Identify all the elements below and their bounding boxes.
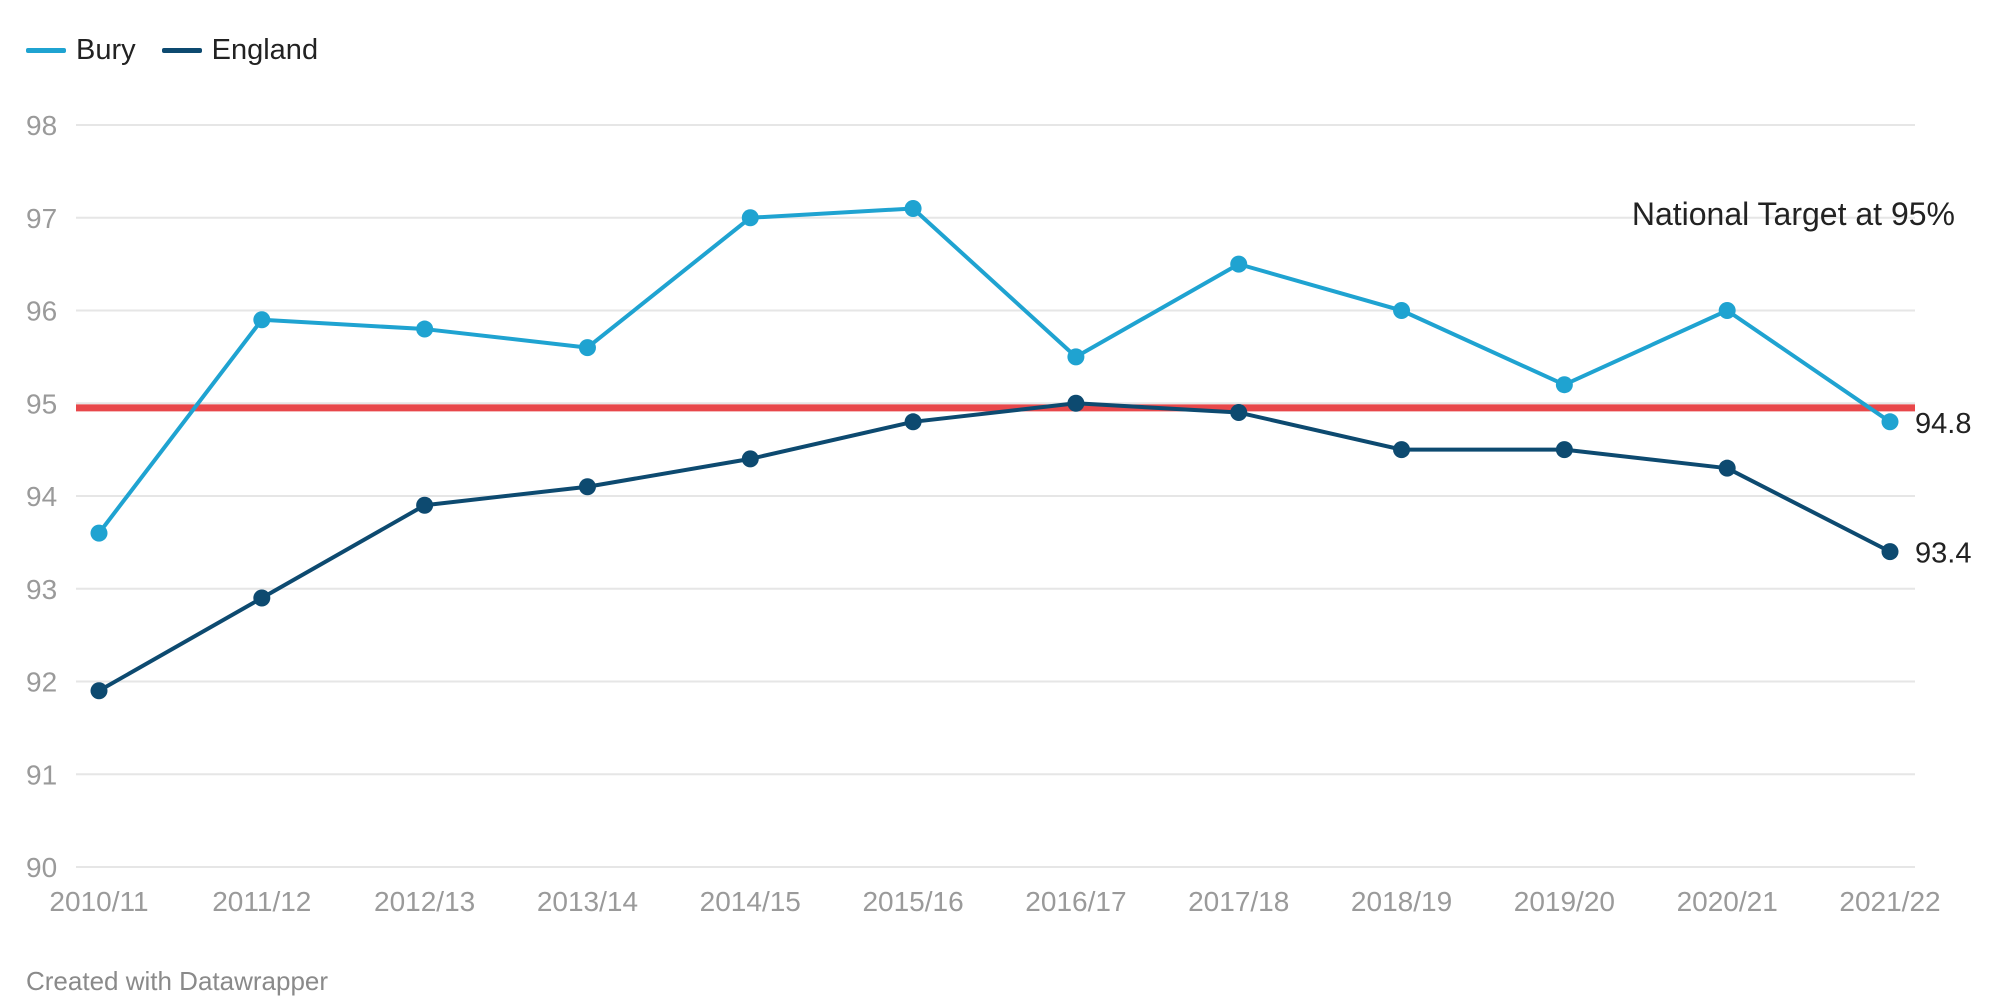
series-line-england bbox=[98, 401, 1891, 693]
footer-credit: Created with Datawrapper bbox=[26, 966, 329, 996]
data-point-england bbox=[904, 413, 922, 431]
legend-swatch-england bbox=[161, 48, 202, 53]
data-point-bury bbox=[253, 311, 271, 329]
x-tick-label: 2021/22 bbox=[1839, 886, 1940, 917]
end-label-england: 93.4 bbox=[1915, 538, 1971, 570]
x-tick-label: 2012/13 bbox=[374, 886, 475, 917]
y-tick-label: 94 bbox=[26, 481, 57, 512]
data-point-england bbox=[1555, 441, 1573, 459]
data-point-bury bbox=[578, 339, 596, 357]
data-point-england bbox=[416, 496, 434, 514]
data-point-bury bbox=[90, 524, 108, 542]
data-point-bury bbox=[1230, 255, 1248, 273]
y-tick-label: 97 bbox=[26, 203, 57, 234]
data-point-bury bbox=[741, 209, 759, 227]
data-point-bury bbox=[904, 199, 922, 217]
x-tick-label: 2020/21 bbox=[1677, 886, 1778, 917]
y-tick-label: 92 bbox=[26, 667, 57, 698]
x-tick-label: 2015/16 bbox=[862, 886, 963, 917]
data-point-bury bbox=[1881, 413, 1899, 431]
y-tick-label: 96 bbox=[26, 296, 57, 327]
end-label-bury: 94.8 bbox=[1915, 408, 1971, 440]
data-point-england bbox=[1393, 441, 1411, 459]
data-point-england bbox=[1067, 394, 1085, 412]
data-point-england bbox=[253, 589, 271, 607]
data-point-bury bbox=[1393, 302, 1411, 319]
legend-item-england: England bbox=[161, 34, 319, 67]
data-point-england bbox=[1881, 543, 1899, 561]
y-tick-label: 91 bbox=[26, 759, 57, 790]
x-tick-label: 2013/14 bbox=[537, 886, 638, 917]
x-tick-label: 2019/20 bbox=[1514, 886, 1615, 917]
data-point-england bbox=[1718, 459, 1736, 477]
data-point-england bbox=[741, 450, 759, 468]
y-tick-label: 93 bbox=[26, 574, 57, 605]
legend-label-england: England bbox=[211, 34, 319, 66]
data-point-england bbox=[578, 478, 596, 496]
x-tick-label: 2018/19 bbox=[1351, 886, 1452, 917]
series-line-bury bbox=[97, 206, 1892, 535]
y-tick-label: 90 bbox=[26, 852, 57, 883]
line-chart: 90 91 92 93 94 95 96 97 98 2010/11 2011/12 2012/13 2… bbox=[26, 110, 1971, 917]
x-tick-label: 2016/17 bbox=[1025, 886, 1126, 917]
data-point-bury bbox=[1067, 348, 1085, 366]
data-point-bury bbox=[416, 320, 434, 338]
legend-item-bury: Bury bbox=[26, 34, 136, 67]
annotation-national-target: National Target at 95% bbox=[1632, 196, 1955, 232]
y-tick-label: 98 bbox=[26, 110, 57, 141]
x-tick-label: 2011/12 bbox=[212, 886, 311, 917]
x-tick-label: 2014/15 bbox=[700, 886, 801, 917]
data-point-england bbox=[1230, 404, 1248, 422]
y-tick-label: 95 bbox=[26, 388, 57, 419]
data-point-bury bbox=[1555, 376, 1573, 394]
legend-label-bury: Bury bbox=[76, 34, 136, 66]
data-point-bury bbox=[1718, 302, 1736, 319]
legend-swatch-bury bbox=[26, 48, 66, 53]
data-point-england bbox=[90, 682, 108, 700]
legend: Bury England bbox=[26, 34, 318, 67]
x-tick-label: 2017/18 bbox=[1188, 886, 1289, 917]
x-tick-label: 2010/11 bbox=[49, 886, 148, 917]
